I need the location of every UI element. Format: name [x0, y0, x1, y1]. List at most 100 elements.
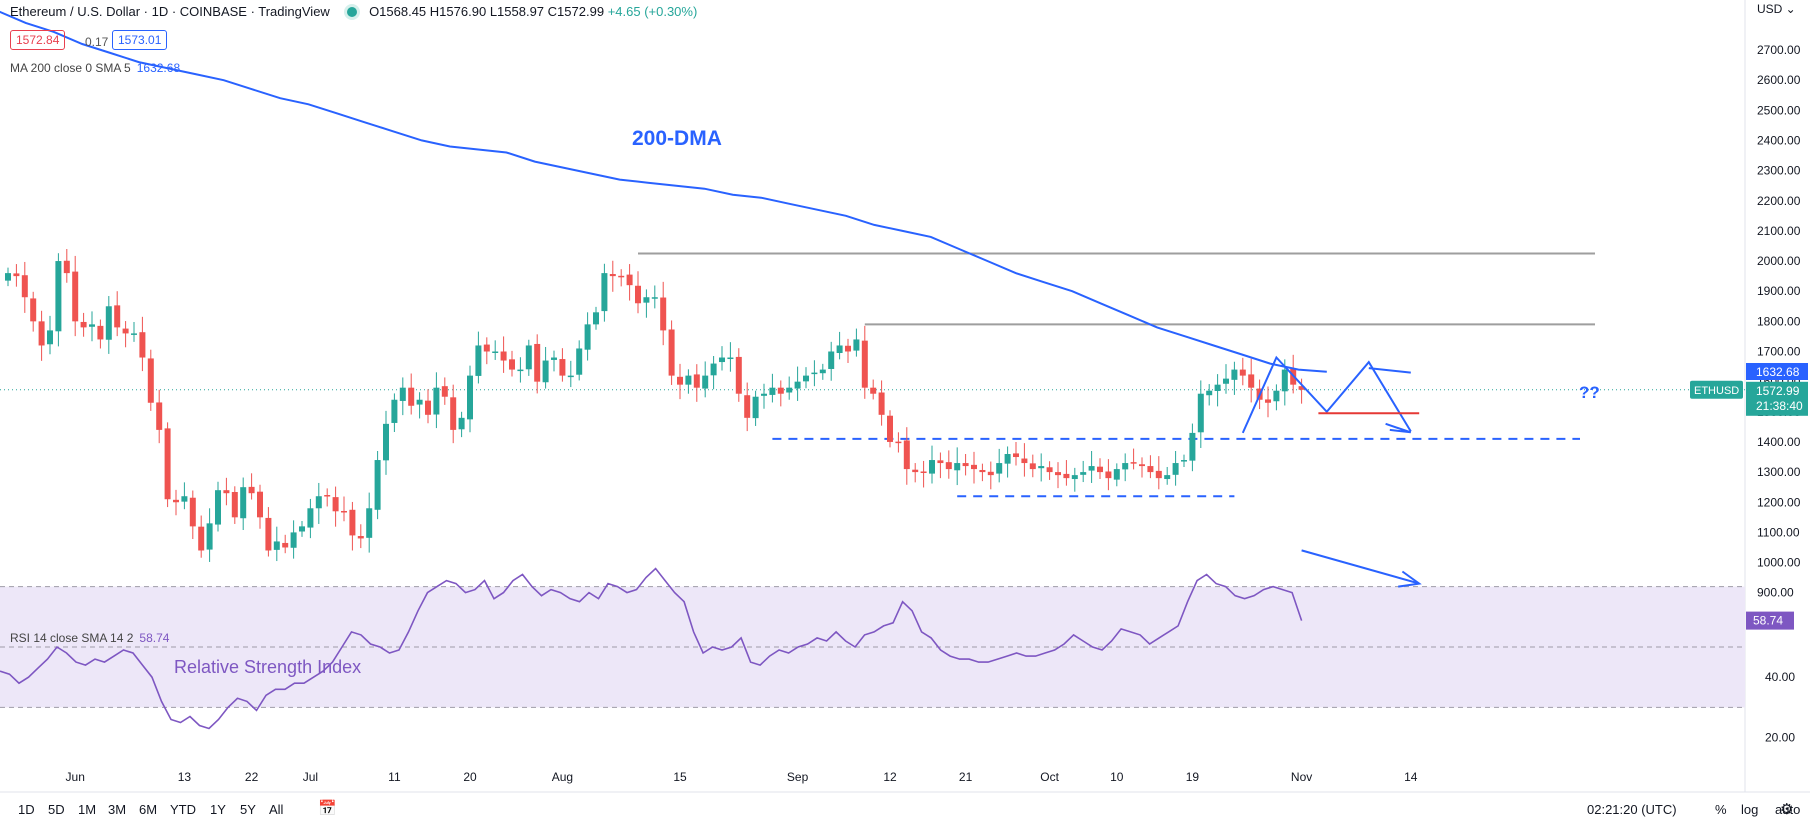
candle-body	[30, 298, 37, 322]
price-tick-label: 2200.00	[1757, 194, 1801, 208]
candle	[845, 338, 851, 363]
candle-body	[72, 271, 79, 322]
auto-toggle[interactable]: auto	[1775, 802, 1801, 817]
candle-body	[668, 329, 675, 376]
candle-body	[660, 297, 667, 331]
symbol-title[interactable]: Ethereum / U.S. Dollar · 1D · COINBASE ·…	[10, 4, 330, 19]
candle	[408, 373, 415, 415]
candle	[660, 281, 667, 346]
pattern-ma-tick	[1368, 367, 1411, 374]
candle-body	[131, 333, 137, 335]
timeframe-ytd[interactable]: YTD	[170, 802, 196, 817]
candle-body	[332, 497, 339, 512]
candle-body	[341, 510, 347, 513]
candle	[542, 346, 549, 389]
candle	[1265, 386, 1271, 418]
timeframe-3m[interactable]: 3M	[108, 802, 127, 817]
candle	[391, 393, 398, 433]
candle-body	[181, 496, 188, 502]
candle	[895, 432, 902, 453]
candle	[517, 357, 524, 383]
candle	[752, 390, 759, 426]
candle	[315, 482, 322, 524]
log-toggle[interactable]: log	[1741, 802, 1759, 817]
currency-selector[interactable]: USD ⌄	[1757, 2, 1796, 16]
candle	[416, 392, 423, 419]
ma200-line	[0, 10, 1327, 373]
timeframe-6m[interactable]: 6M	[139, 802, 158, 817]
candle	[47, 315, 53, 355]
candle	[601, 263, 608, 322]
buy-price-button[interactable]: 1573.01	[112, 30, 168, 50]
candle-body	[240, 487, 247, 519]
x-axis-label: 22	[245, 770, 259, 784]
timeframe-1y[interactable]: 1Y	[210, 802, 226, 817]
date-range-icon[interactable]: 📅	[318, 800, 337, 817]
candle-body	[593, 312, 599, 325]
rsi-line	[0, 567, 1303, 730]
ma-legend[interactable]: MA 200 close 0 SMA 5 1632.68	[10, 61, 180, 75]
candle-body	[803, 375, 809, 382]
candle	[593, 306, 599, 330]
candle	[1164, 466, 1171, 485]
candle	[777, 380, 784, 407]
candle-body	[282, 542, 289, 548]
candle	[567, 360, 574, 388]
candle-body	[139, 332, 146, 358]
timeframe-all[interactable]: All	[269, 802, 284, 817]
rsi-legend[interactable]: RSI 14 close SMA 14 2 58.74	[10, 631, 169, 645]
candle	[21, 261, 28, 313]
candle-body	[223, 490, 230, 494]
timeframe-1m[interactable]: 1M	[78, 802, 97, 817]
price-tick-label: 1400.00	[1757, 435, 1801, 449]
candle-body	[609, 274, 616, 277]
countdown-tag: 21:38:40	[1756, 399, 1803, 413]
price-tick-label: 1000.00	[1757, 556, 1801, 570]
currency-label: USD	[1757, 2, 1783, 16]
percent-toggle[interactable]: %	[1715, 802, 1727, 817]
candle	[1029, 454, 1036, 478]
candle	[399, 377, 406, 416]
candle	[458, 411, 465, 438]
candle	[576, 340, 583, 381]
timeframe-1d[interactable]: 1D	[18, 802, 35, 817]
candle-body	[1206, 390, 1213, 396]
candle	[962, 454, 969, 476]
candle-body	[391, 399, 398, 423]
candle	[1147, 455, 1154, 479]
candle-body	[1055, 472, 1061, 476]
candle	[803, 367, 809, 389]
candle	[231, 486, 238, 524]
candle-body	[677, 376, 683, 385]
candle-body	[1105, 471, 1112, 479]
candle-body	[80, 321, 87, 328]
candle	[937, 452, 944, 479]
price-tag-bg	[1746, 381, 1808, 416]
candle-body	[769, 387, 776, 395]
candle	[156, 389, 163, 444]
candle-body	[1004, 454, 1011, 464]
candle-body	[374, 460, 381, 510]
x-axis-label: 14	[1404, 770, 1418, 784]
candle-body	[425, 400, 431, 415]
candle-body	[836, 345, 843, 354]
utc-clock[interactable]: 02:21:20 (UTC)	[1587, 802, 1677, 817]
candle	[584, 312, 591, 361]
candle-body	[945, 462, 952, 470]
timeframe-5d[interactable]: 5D	[48, 802, 65, 817]
candle	[609, 260, 616, 292]
settings-gear-icon[interactable]: ⚙	[1780, 801, 1794, 818]
candle-body	[156, 402, 163, 430]
timeframe-5y[interactable]: 5Y	[240, 802, 256, 817]
close-value: C1572.99	[547, 4, 605, 19]
candle	[979, 463, 986, 482]
candle-body	[315, 496, 322, 509]
candle-body	[710, 363, 717, 376]
candle	[929, 445, 935, 484]
candle	[366, 492, 373, 553]
sell-price-button[interactable]: 1572.84	[10, 30, 66, 50]
candle-body	[189, 497, 196, 527]
candle-body	[399, 387, 406, 401]
candle	[441, 377, 448, 405]
